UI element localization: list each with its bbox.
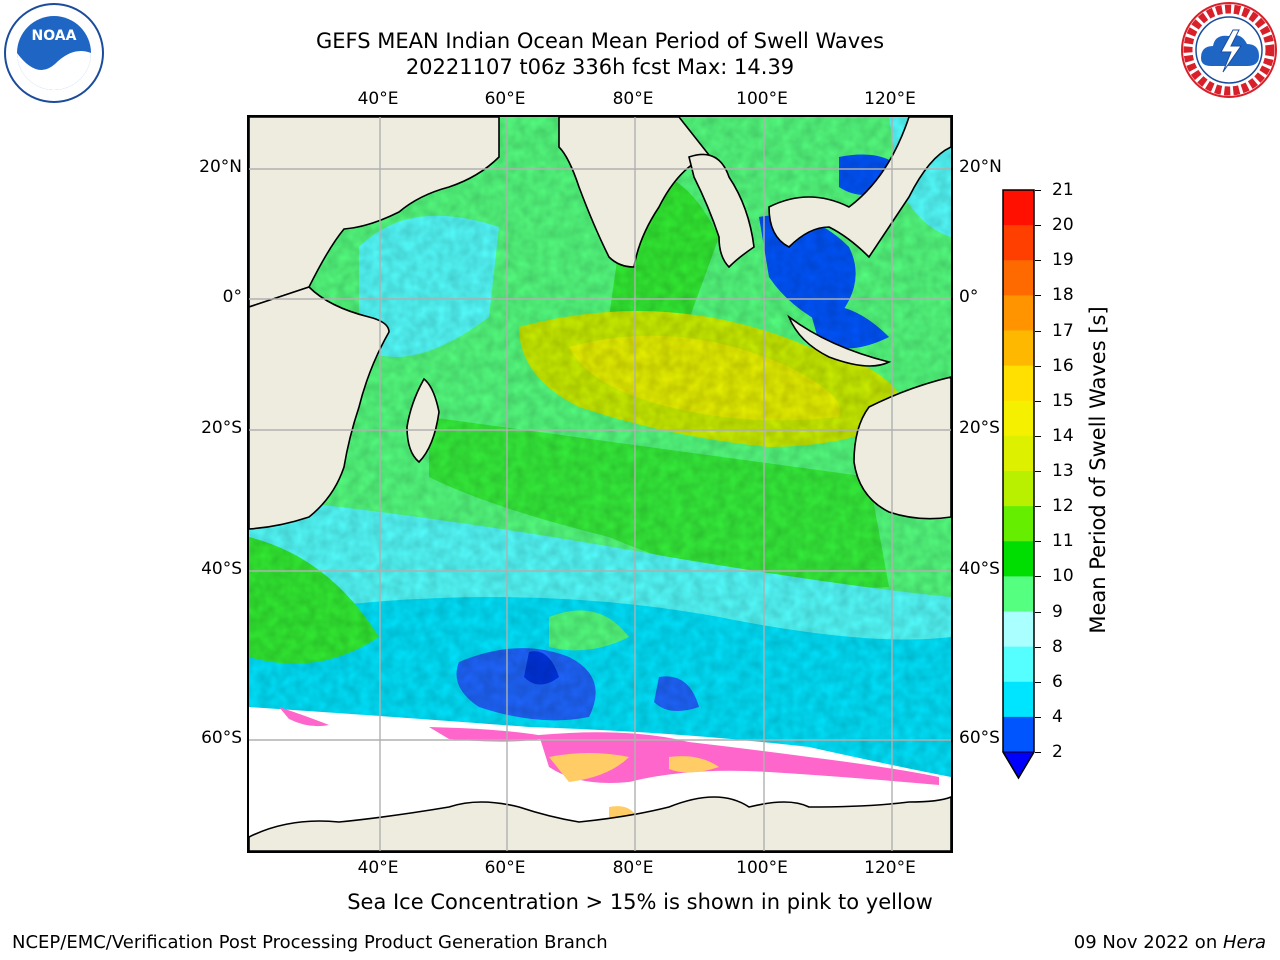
colorbar-tick-mark — [1035, 716, 1041, 718]
lon-tick-label: 60°E — [484, 858, 526, 878]
colorbar-tick-mark — [1035, 190, 1041, 191]
colorbar-tick-label: 9 — [1052, 601, 1063, 622]
colorbar-tick-mark — [1035, 752, 1041, 753]
colorbar-tick-mark — [1035, 295, 1041, 297]
colorbar-swatch — [1003, 330, 1034, 367]
colorbar-tick-mark — [1035, 471, 1041, 472]
colorbar-tick-mark — [1035, 330, 1041, 332]
gridlines — [249, 117, 951, 851]
lat-tick-label: 20°S — [201, 418, 242, 438]
colorbar-label: Mean Period of Swell Waves [s] — [1086, 306, 1110, 634]
colorbar-tick-label: 2 — [1052, 742, 1063, 762]
colorbar-swatch — [1003, 260, 1034, 296]
colorbar-swatches — [1002, 189, 1035, 780]
colorbar-swatch — [1003, 435, 1034, 472]
lon-tick-label: 60°E — [484, 89, 526, 109]
colorbar-tick-label: 17 — [1052, 320, 1074, 341]
colorbar-tick-label: 14 — [1052, 425, 1074, 446]
colorbar-tick-mark — [1035, 611, 1041, 613]
colorbar-tick-mark — [1035, 260, 1041, 262]
colorbar-tick-label: 18 — [1052, 285, 1074, 306]
colorbar-swatch — [1003, 295, 1034, 331]
chart-title: GEFS MEAN Indian Ocean Mean Period of Sw… — [315, 29, 885, 53]
lon-tick-label: 80°E — [612, 858, 654, 878]
colorbar-outline — [1002, 189, 1035, 780]
lon-tick-label: 120°E — [864, 858, 916, 878]
colorbar-tick-label: 16 — [1052, 355, 1074, 376]
colorbar-tick-label: 21 — [1052, 180, 1074, 200]
colorbar-tick-label: 4 — [1052, 706, 1063, 727]
colorbar-tick-label: 8 — [1052, 636, 1063, 657]
colorbar-swatch — [1003, 506, 1034, 542]
colorbar-swatch — [1003, 190, 1034, 226]
land-masses — [249, 117, 951, 851]
colorbar-swatch — [1003, 681, 1034, 718]
colorbar-tick-mark — [1035, 506, 1041, 508]
swell-period-map — [249, 117, 951, 851]
colorbar-tick-mark — [1035, 400, 1041, 402]
nws-logo-icon — [1179, 0, 1279, 100]
lat-tick-label: 40°S — [959, 559, 1000, 579]
colorbar-tick-mark — [1035, 576, 1041, 578]
colorbar-tick-mark — [1035, 225, 1041, 227]
colorbar-swatch — [1003, 365, 1034, 402]
footer-host: Hera — [1222, 932, 1266, 953]
lon-tick-label: 120°E — [864, 89, 916, 109]
footer-date: 09 Nov 2022 on Hera — [1074, 932, 1266, 953]
colorbar-swatch — [1003, 471, 1034, 507]
colorbar-swatch — [1003, 716, 1034, 753]
colorbar-tick-label: 20 — [1052, 215, 1074, 236]
sea-ice-note: Sea Ice Concentration > 15% is shown in … — [347, 890, 933, 914]
lon-tick-label: 100°E — [736, 858, 788, 878]
colorbar-tick-mark — [1035, 646, 1041, 648]
colorbar-swatch — [1003, 541, 1034, 577]
lon-tick-label: 80°E — [612, 89, 654, 109]
colorbar-tick-label: 6 — [1052, 671, 1063, 692]
footer-date-text: 09 Nov 2022 on — [1073, 932, 1223, 953]
colorbar-swatch — [1003, 225, 1034, 261]
colorbar-tick-label: 19 — [1052, 250, 1074, 271]
lon-tick-label: 100°E — [736, 89, 788, 109]
lat-tick-label: 60°S — [959, 728, 1000, 748]
colorbar-tick-label: 12 — [1052, 496, 1074, 517]
colorbar-tick-mark — [1035, 681, 1041, 683]
lat-tick-label: 20°N — [199, 157, 242, 177]
lon-tick-label: 40°E — [357, 89, 399, 109]
lat-tick-label: 0° — [959, 287, 979, 307]
colorbar-tick-mark — [1035, 541, 1041, 543]
lat-tick-label: 60°S — [201, 728, 242, 748]
colorbar-swatch — [1003, 611, 1034, 648]
svg-text:NOAA: NOAA — [32, 28, 77, 44]
lon-tick-label: 40°E — [357, 858, 399, 878]
colorbar-tick-label: 15 — [1052, 390, 1074, 411]
colorbar-tick-label: 13 — [1052, 461, 1074, 481]
colorbar-tick-mark — [1035, 365, 1041, 367]
noaa-logo-icon: NOAA — [3, 2, 105, 104]
colorbar-tick-mark — [1035, 435, 1041, 437]
colorbar-swatch — [1003, 576, 1034, 612]
chart-subtitle: 20221107 t06z 336h fcst Max: 14.39 — [405, 55, 795, 79]
lat-tick-label: 40°S — [201, 559, 242, 579]
map-panel — [247, 115, 953, 853]
lat-tick-label: 0° — [222, 287, 242, 307]
colorbar-swatch — [1003, 646, 1034, 683]
footer-branch: NCEP/EMC/Verification Post Processing Pr… — [12, 932, 608, 953]
colorbar-tick-label: 11 — [1052, 531, 1074, 552]
colorbar-tick-label: 10 — [1052, 566, 1074, 587]
lat-tick-label: 20°S — [959, 418, 1000, 438]
colorbar-swatch — [1003, 400, 1034, 437]
lat-tick-label: 20°N — [959, 157, 1002, 177]
colorbar-extend-arrow — [1002, 751, 1035, 779]
